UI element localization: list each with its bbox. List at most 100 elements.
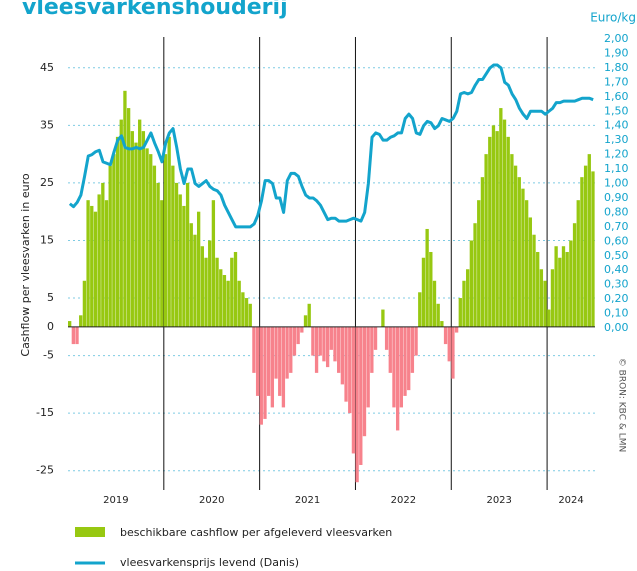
- bar: [248, 303, 252, 327]
- bar: [226, 280, 230, 327]
- y-tick-label: 0: [47, 320, 54, 333]
- bar: [292, 326, 297, 356]
- bar: [174, 182, 179, 327]
- bar: [145, 148, 149, 327]
- bar: [115, 136, 120, 327]
- bar: [244, 298, 249, 327]
- y-tick-label: 5: [47, 291, 54, 304]
- bar: [237, 280, 241, 327]
- y2-tick-label: 0,70: [604, 220, 629, 233]
- bar: [163, 154, 168, 327]
- y2-tick-label: 1,70: [604, 75, 629, 88]
- bar: [462, 280, 466, 327]
- bar: [543, 280, 547, 327]
- bar: [333, 326, 337, 362]
- bar: [414, 326, 418, 356]
- bar: [454, 326, 459, 333]
- bar: [370, 326, 374, 373]
- bar: [318, 326, 322, 356]
- bar: [576, 200, 580, 327]
- bar: [259, 326, 263, 425]
- bar: [550, 269, 555, 327]
- bar: [90, 205, 94, 327]
- bar: [436, 303, 440, 327]
- source: © BRON: KBC & LMN: [617, 358, 627, 452]
- bar: [86, 200, 90, 327]
- bar: [75, 326, 79, 345]
- bar: [119, 119, 123, 327]
- bar: [399, 326, 403, 408]
- bar: [477, 200, 481, 327]
- bar: [502, 119, 507, 327]
- bar: [219, 269, 223, 327]
- bar: [104, 200, 109, 327]
- bar: [252, 326, 256, 373]
- bar: [558, 257, 562, 327]
- bar: [97, 194, 101, 327]
- bar: [274, 326, 278, 379]
- y2-axis-label: Euro/kg: [590, 11, 636, 25]
- bar: [189, 223, 193, 327]
- bar: [451, 326, 455, 379]
- bar: [506, 136, 510, 327]
- bar: [134, 142, 138, 327]
- bar: [458, 298, 462, 327]
- bar: [491, 125, 496, 327]
- bar: [123, 90, 127, 327]
- bar: [278, 326, 282, 396]
- bar: [554, 246, 558, 327]
- bar: [178, 194, 182, 327]
- bar: [270, 326, 275, 408]
- bar: [156, 182, 160, 327]
- bar: [241, 292, 245, 327]
- bar: [421, 257, 426, 327]
- y-tick-label: -25: [36, 464, 54, 477]
- y2-tick-label: 1,90: [604, 46, 629, 59]
- chart-title: vleesvarkenshouderij: [22, 0, 288, 20]
- bar: [141, 131, 146, 327]
- bar: [182, 205, 186, 327]
- y2-tick-label: 1,20: [604, 148, 629, 161]
- bar: [565, 251, 569, 327]
- y-tick-label: 25: [40, 176, 54, 189]
- bar: [521, 188, 525, 327]
- bar: [432, 280, 437, 327]
- bar: [185, 182, 190, 327]
- bar: [425, 228, 429, 327]
- bar: [152, 165, 157, 327]
- bar: [285, 326, 289, 379]
- bar: [488, 136, 492, 327]
- bar: [71, 326, 76, 345]
- bar: [112, 154, 116, 327]
- x-tick-label: 2019: [103, 495, 128, 506]
- bar: [510, 154, 514, 327]
- y-tick-label: 35: [40, 118, 54, 131]
- bar: [587, 154, 591, 327]
- bar: [68, 321, 72, 327]
- bar: [373, 326, 378, 350]
- bar: [138, 119, 142, 327]
- price-line: [68, 63, 594, 229]
- y2-tick-label: 1,80: [604, 61, 629, 74]
- bar: [517, 177, 521, 327]
- y2-tick-label: 0,00: [604, 321, 629, 334]
- bar: [381, 309, 385, 327]
- y2-tick-label: 0,10: [604, 307, 629, 320]
- bar: [362, 326, 367, 437]
- y2-tick-label: 2,00: [604, 32, 629, 45]
- bar: [591, 171, 595, 327]
- bar: [300, 326, 304, 333]
- y-tick-label: 45: [40, 61, 54, 74]
- bar: [392, 326, 396, 408]
- bar: [211, 200, 216, 327]
- bar: [547, 309, 551, 327]
- bar: [82, 280, 87, 327]
- x-tick-label: 2022: [391, 495, 416, 506]
- bar: [473, 223, 477, 327]
- bar: [337, 326, 341, 373]
- y-axis-label: Cashflow per vleesvarken in euro: [19, 173, 32, 356]
- bar: [193, 234, 197, 327]
- bar: [344, 326, 348, 402]
- y-tick-label: -15: [36, 406, 54, 419]
- bar: [130, 131, 134, 327]
